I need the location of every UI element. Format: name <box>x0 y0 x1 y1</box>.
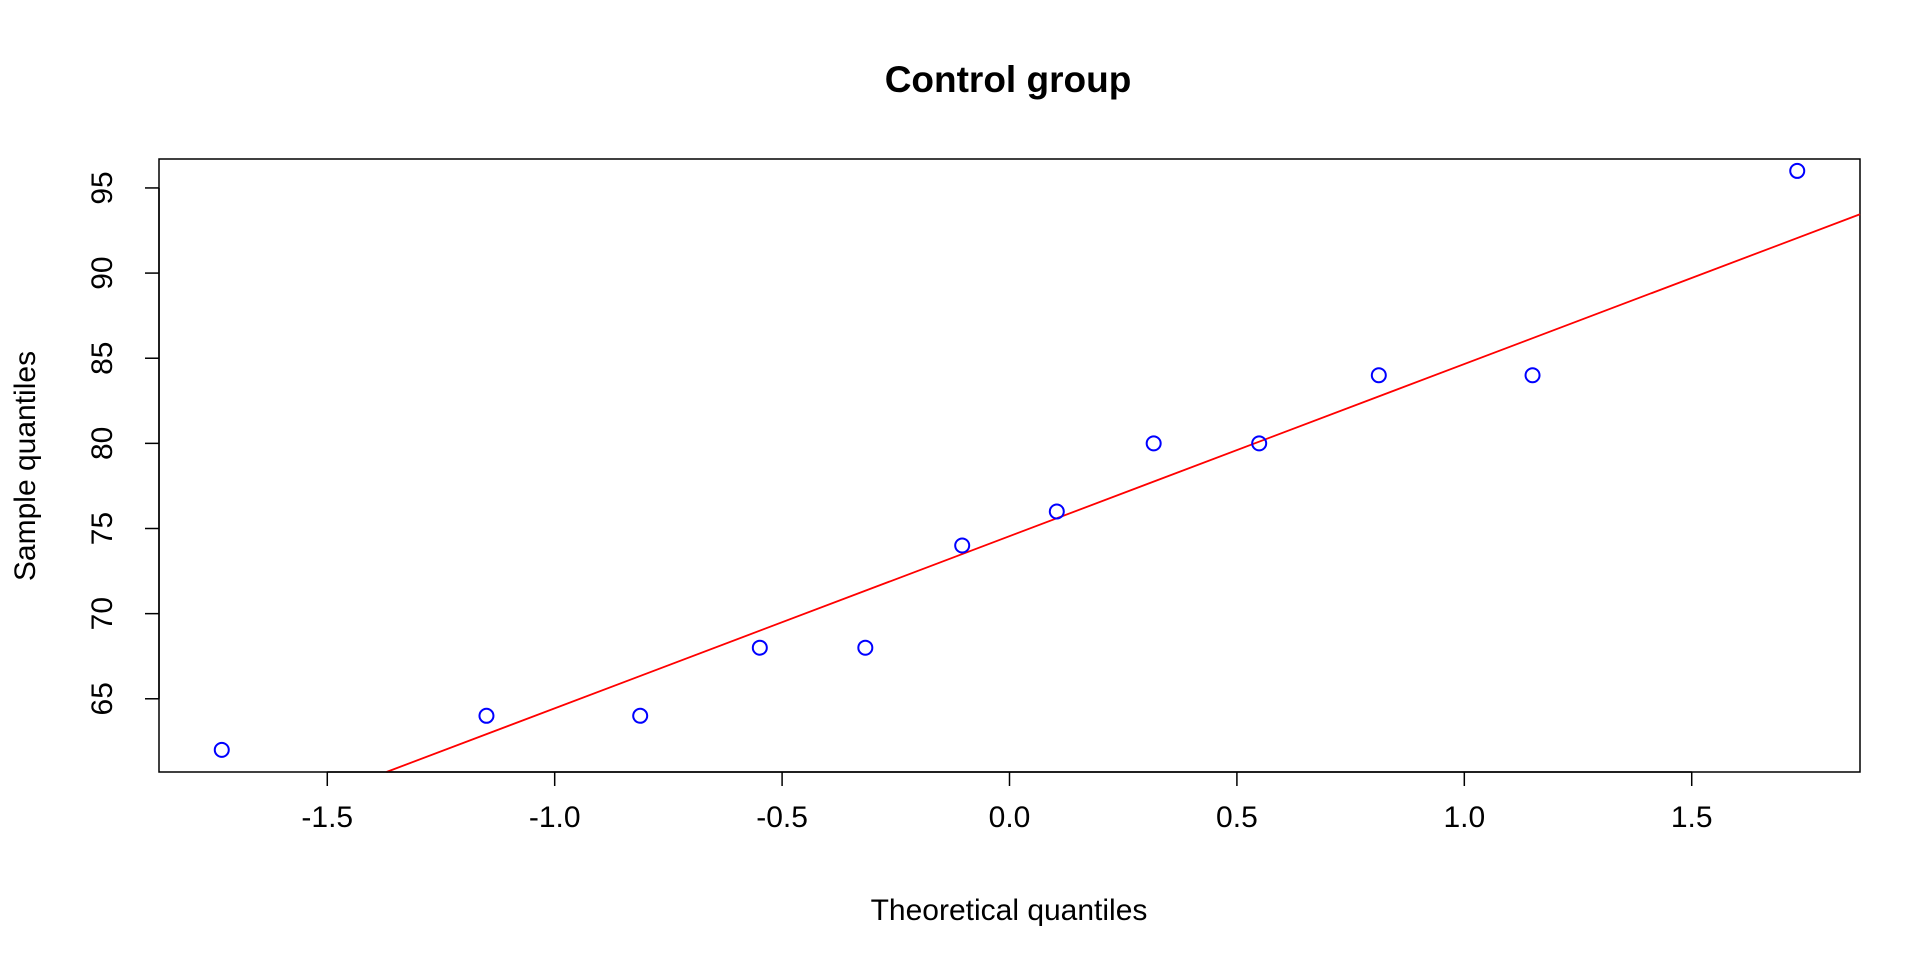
y-tick-label: 75 <box>86 512 119 545</box>
y-tick-label: 80 <box>86 427 119 460</box>
data-point <box>1524 367 1541 384</box>
data-point <box>1048 503 1065 520</box>
data-point <box>1145 435 1162 452</box>
x-tick-label: 1.5 <box>1671 801 1713 834</box>
x-tick-label: -1.5 <box>301 801 353 834</box>
x-tick-label: -1.0 <box>529 801 581 834</box>
x-tick-label: 0.0 <box>989 801 1031 834</box>
x-tick-label: 0.5 <box>1216 801 1258 834</box>
reference-line-layer <box>386 213 1861 773</box>
y-tick-label: 95 <box>86 171 119 204</box>
qq-reference-line <box>386 213 1861 773</box>
points-layer <box>213 162 1806 758</box>
y-axis-label: Sample quantiles <box>9 351 42 581</box>
y-tick-label: 85 <box>86 342 119 375</box>
data-point <box>632 707 649 724</box>
data-point <box>1789 162 1806 179</box>
x-axis-label: Theoretical quantiles <box>871 894 1148 927</box>
y-axis: 65 70 75 80 85 90 95 <box>86 171 160 715</box>
data-point <box>954 537 971 554</box>
data-point <box>213 741 230 758</box>
y-tick-label: 70 <box>86 597 119 630</box>
data-point <box>1251 435 1268 452</box>
data-point <box>478 707 495 724</box>
chart-title: Control group <box>885 59 1132 100</box>
x-tick-label: 1.0 <box>1443 801 1485 834</box>
x-tick-label: -0.5 <box>756 801 808 834</box>
plot-area <box>158 158 1861 773</box>
y-tick-label: 65 <box>86 682 119 715</box>
data-point <box>751 639 768 656</box>
y-tick-label: 90 <box>86 256 119 289</box>
plot-frame <box>158 158 1861 773</box>
data-point <box>1370 367 1387 384</box>
data-point <box>857 639 874 656</box>
x-axis: -1.5 -1.0 -0.5 0.0 0.5 1.0 1.5 <box>301 771 1713 834</box>
